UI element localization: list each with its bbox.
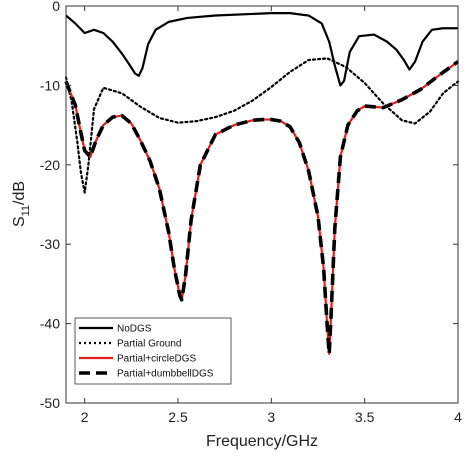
- y-tick-label: -20: [40, 157, 60, 173]
- ticks-layer: 2 2.5 3 3.5 4 0 -10 -20 -30 -40 -50: [40, 0, 462, 425]
- y-axis-title-suffix: /dB: [11, 181, 28, 205]
- x-tick-label: 2: [81, 409, 89, 425]
- series-line-3: [64, 60, 460, 356]
- y-tick-label: -40: [40, 316, 60, 332]
- curves-layer: [64, 12, 460, 356]
- x-axis-title: Frequency/GHz: [206, 433, 318, 450]
- y-tick-label: -10: [40, 77, 60, 93]
- y-tick-label: -30: [40, 236, 60, 252]
- x-tick-label: 2.5: [168, 409, 188, 425]
- y-axis-title: S11/dB: [11, 181, 32, 227]
- legend-label-0: NoDGS: [117, 324, 152, 335]
- y-tick-label: -50: [40, 395, 60, 411]
- legend: NoDGS Partial Ground Partial+circleDGS Part…: [74, 317, 232, 385]
- y-tick-label: 0: [52, 0, 60, 14]
- series-line-0: [65, 12, 458, 87]
- legend-label-2: Partial+circleDGS: [117, 354, 197, 365]
- legend-label-1: Partial Ground: [117, 339, 181, 350]
- y-axis-title-main: S: [11, 216, 28, 227]
- x-tick-label: 3.5: [355, 409, 375, 425]
- y-axis-title-subscript: 11: [20, 205, 32, 216]
- legend-label-3: Partial+dumbbellDGS: [117, 369, 214, 380]
- x-tick-label: 4: [454, 409, 462, 425]
- plot-frame: [65, 5, 459, 404]
- x-tick-label: 3: [267, 409, 275, 425]
- series-line-1: [64, 57, 460, 194]
